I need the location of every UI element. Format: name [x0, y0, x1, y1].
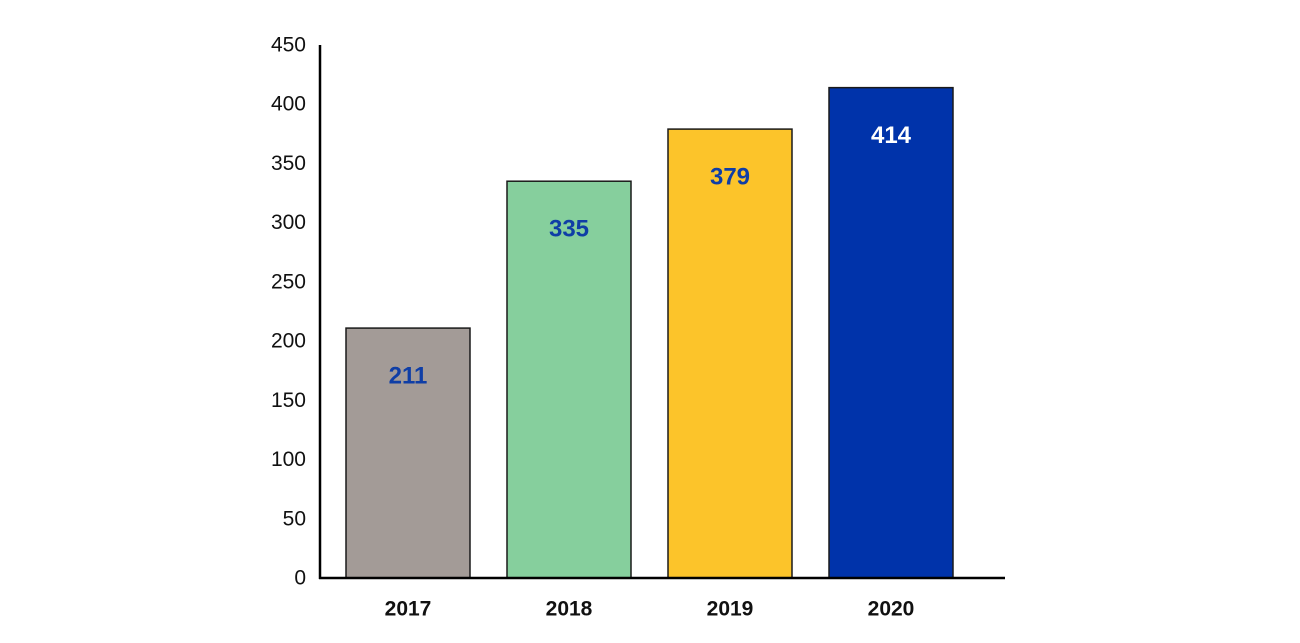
data-labels: 211 335 379 414: [389, 122, 912, 389]
x-tick-label: 2017: [385, 598, 432, 621]
bar-2019: [667, 128, 793, 579]
y-tick-label: 300: [271, 211, 306, 234]
y-axis-ticks: 0 50 100 150 200 250 300 350 400 450: [271, 34, 306, 590]
data-label: 379: [710, 164, 750, 191]
bar-2017: [345, 327, 471, 579]
y-tick-label: 0: [294, 567, 306, 590]
y-tick-label: 250: [271, 270, 306, 293]
y-tick-label: 400: [271, 93, 306, 116]
x-axis-ticks: 2017 2018 2019 2020: [385, 598, 915, 621]
data-label: 414: [871, 122, 912, 149]
y-tick-label: 100: [271, 448, 306, 471]
x-tick-label: 2019: [707, 598, 754, 621]
bars: [345, 86, 954, 579]
y-tick-label: 350: [271, 152, 306, 175]
y-tick-label: 200: [271, 330, 306, 353]
bar-2018: [506, 180, 632, 579]
data-label: 335: [549, 216, 589, 243]
x-tick-label: 2018: [546, 598, 593, 621]
y-tick-label: 50: [283, 507, 306, 530]
bar-2020: [828, 86, 954, 579]
y-tick-label: 150: [271, 389, 306, 412]
y-tick-label: 450: [271, 34, 306, 57]
data-label: 211: [389, 363, 428, 390]
x-tick-label: 2020: [868, 598, 915, 621]
